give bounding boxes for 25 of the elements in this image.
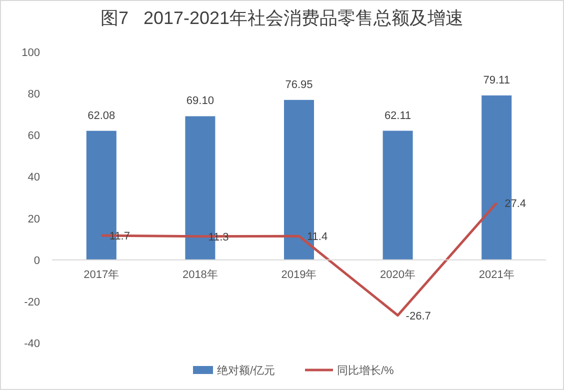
y-tick-label: 60 — [28, 130, 40, 142]
chart-title: 图7 2017-2021年社会消费品零售总额及增速 — [100, 8, 464, 28]
data-label: 79.11 — [483, 74, 510, 86]
data-label: -26.7 — [406, 310, 431, 322]
y-tick-label: 20 — [28, 213, 40, 226]
x-tick-label: 2019年 — [281, 268, 317, 281]
data-label: 62.08 — [88, 110, 116, 122]
data-label: 11.3 — [208, 231, 229, 244]
y-tick-label: 0 — [34, 254, 40, 267]
y-tick-label: -20 — [24, 296, 40, 308]
y-tick-label: 100 — [22, 47, 40, 59]
data-label: 69.10 — [186, 95, 214, 108]
x-tick-label: 2020年 — [380, 268, 416, 281]
bar — [382, 130, 413, 260]
y-tick-label: -40 — [24, 338, 40, 350]
data-label: 62.11 — [384, 110, 412, 122]
x-tick-label: 2017年 — [84, 268, 120, 281]
data-label: 11.7 — [109, 230, 130, 243]
x-tick-label: 2021年 — [478, 268, 514, 281]
y-tick-label: 80 — [28, 88, 40, 101]
x-tick-label: 2018年 — [182, 268, 218, 281]
data-label: 76.95 — [285, 78, 313, 91]
legend-label: 同比增长/% — [337, 364, 394, 377]
y-tick-label: 40 — [28, 172, 40, 184]
legend-label: 绝对额/亿元 — [217, 364, 276, 377]
